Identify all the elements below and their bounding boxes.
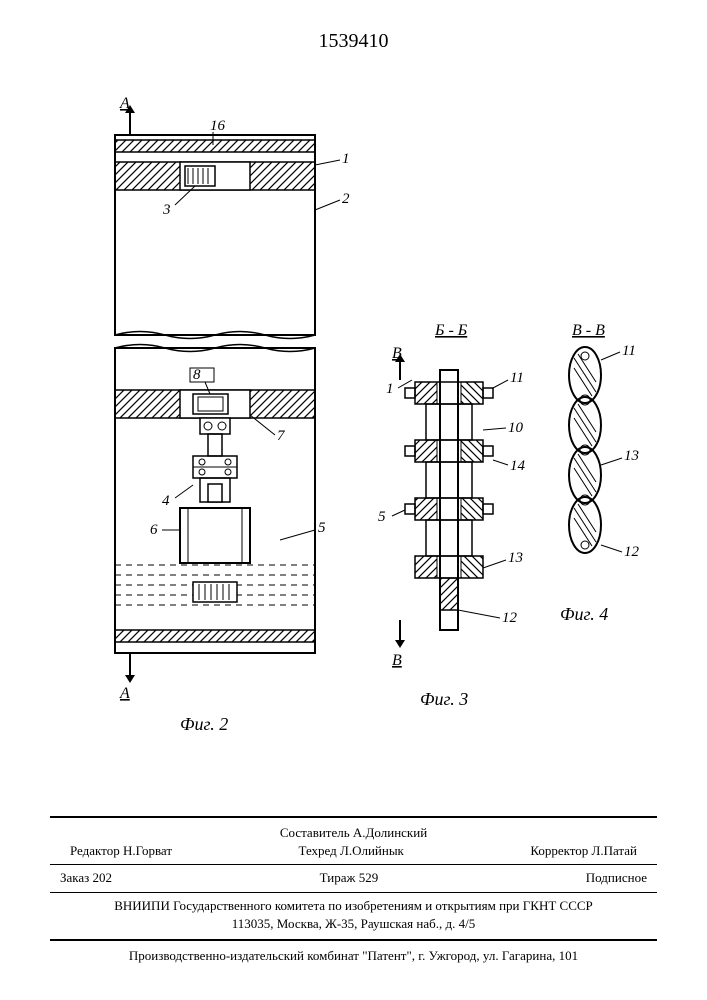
- tirazh: Тираж 529: [320, 869, 379, 887]
- callout-8: 7: [277, 428, 286, 444]
- fig3-section-title: Б - Б: [434, 322, 468, 339]
- fig2-label: Фиг. 2: [180, 714, 228, 734]
- callout-5: 5: [318, 520, 326, 536]
- institution-line2: 113035, Москва, Ж-35, Раушская наб., д. …: [50, 915, 657, 933]
- separator-2: [50, 939, 657, 941]
- fig3-label: Фиг. 3: [420, 689, 468, 709]
- fig4-callout-13: 13: [624, 448, 639, 464]
- callout-3: 3: [162, 202, 171, 218]
- callout-1: 1: [342, 151, 350, 167]
- separator-1b: [50, 864, 657, 865]
- callout-6: 6: [150, 522, 158, 538]
- fig3-callout-10: 10: [508, 420, 524, 436]
- separator-1c: [50, 892, 657, 893]
- fig3-callout-14: 14: [510, 458, 526, 474]
- fig4-callout-12: 12: [624, 544, 640, 560]
- callout-7: 16: [210, 118, 226, 134]
- printer-line: Производственно-издательский комбинат "П…: [50, 947, 657, 965]
- callout-2: 2: [342, 191, 350, 207]
- document-number: 1539410: [319, 30, 389, 53]
- figures-area: A 16 1 2 3: [60, 90, 647, 780]
- podpisnoe: Подписное: [586, 869, 647, 887]
- fig2-group: A 16 1 2 3: [115, 95, 350, 734]
- fig3-callout-11: 11: [510, 370, 524, 386]
- order-row: Заказ 202 Тираж 529 Подписное: [50, 869, 657, 887]
- fig4-label: Фиг. 4: [560, 604, 608, 624]
- compiler-row: Составитель А.Долинский: [50, 824, 657, 842]
- fig3-callout-12: 12: [502, 610, 518, 626]
- footer-block: Составитель А.Долинский Редактор Н.Горва…: [50, 810, 657, 965]
- callout-16: 8: [193, 367, 201, 383]
- callout-4: 4: [162, 493, 170, 509]
- zakaz: Заказ 202: [60, 869, 112, 887]
- institution-line1: ВНИИПИ Государственного комитета по изоб…: [50, 897, 657, 915]
- techred-credit: Техред Л.Олийнык: [299, 842, 404, 860]
- corrector-credit: Корректор Л.Патай: [530, 842, 637, 860]
- section-mark-A-bot: A: [119, 685, 130, 702]
- editor-credit: Редактор Н.Горват: [70, 842, 172, 860]
- fig4-callout-11: 11: [622, 343, 636, 359]
- fig3-callout-1: 1: [386, 381, 394, 397]
- separator-1: [50, 816, 657, 818]
- credits-row: Редактор Н.Горват Техред Л.Олийнык Корре…: [50, 842, 657, 860]
- section-mark-B-bot: B: [392, 652, 402, 669]
- figures-svg: A 16 1 2 3: [60, 90, 650, 780]
- fig4-group: В - В 11 13 12 Фиг. 4: [560, 322, 640, 624]
- fig3-callout-13: 13: [508, 550, 523, 566]
- fig3-group: Б - Б B 1 11 10 14: [378, 322, 526, 709]
- fig3-callout-5: 5: [378, 509, 386, 525]
- fig4-section-title: В - В: [572, 322, 605, 339]
